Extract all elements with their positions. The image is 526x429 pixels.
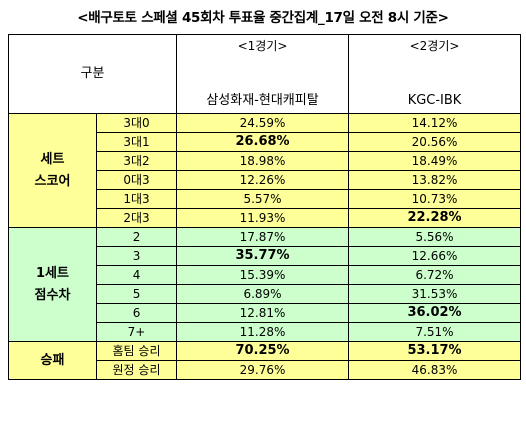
game1-rate-cell: 29.76% <box>176 360 350 380</box>
game1-teams: 삼성화재-현대캐피탈 <box>206 93 319 108</box>
game1-rate-cell: 18.98% <box>176 151 350 171</box>
group-label-line1: 1세트 <box>36 265 69 281</box>
game2-rate-cell: 10.73% <box>348 189 522 209</box>
game1-rate-cell: 12.81% <box>176 303 350 323</box>
table-row: 6 12.81% 36.02% <box>9 303 522 323</box>
group-label-line1: 승패 <box>40 352 65 368</box>
group-label-line1: 세트 <box>40 151 65 167</box>
table-row: 4 15.39% 6.72% <box>9 265 522 285</box>
header-game2: <2경기> KGC-IBK <box>348 34 522 114</box>
table-row: 7+ 11.28% 7.51% <box>9 322 522 342</box>
row-label: 3대0 <box>95 113 178 133</box>
table-row: 원정 승리 29.76% 46.83% <box>9 360 522 380</box>
group-label-line2: 스코어 <box>34 173 71 189</box>
game2-label: <2경기> <box>409 39 460 53</box>
game2-rate-cell: 31.53% <box>348 284 522 304</box>
game1-rate-cell: 12.26% <box>176 170 350 190</box>
header-category: 구분 <box>7 34 178 114</box>
table-row: 3 35.77% 12.66% <box>9 246 522 266</box>
table-row: 1세트 점수차 2 17.87% 5.56% <box>8 227 522 342</box>
game2-rate-cell: 46.83% <box>348 360 522 380</box>
row-label: 2대3 <box>95 208 178 228</box>
game2-rate-cell: 20.56% <box>348 132 522 152</box>
game2-rate-cell: 6.72% <box>348 265 522 285</box>
game1-rate-cell: 11.28% <box>176 322 350 342</box>
game2-rate-cell: 53.17% <box>348 341 522 361</box>
game2-rate-cell: 22.28% <box>348 208 522 228</box>
game1-rate-cell: 17.87% <box>176 227 350 247</box>
page-title: <배구토토 스페셜 45회차 투표율 중간집계_17일 오전 8시 기준> <box>77 10 449 26</box>
game1-rate-cell: 5.57% <box>176 189 350 209</box>
row-label: 7+ <box>95 322 178 342</box>
game1-label: <1경기> <box>237 39 288 53</box>
game1-rate-cell: 70.25% <box>176 341 350 361</box>
table-row: 3대1 26.68% 20.56% <box>9 132 522 152</box>
game2-teams: KGC-IBK <box>407 93 462 108</box>
game1-rate-cell: 35.77% <box>176 246 350 266</box>
row-label: 3대2 <box>95 151 178 171</box>
table-header-row: 구분 <1경기> 삼성화재-현대캐피탈 <2경기> KGC-IBK <box>7 34 522 114</box>
row-label: 3 <box>95 246 178 266</box>
game1-rate-cell: 15.39% <box>176 265 350 285</box>
row-label: 홈팀 승리 <box>95 341 178 361</box>
row-label: 4 <box>95 265 178 285</box>
game1-rate-cell: 6.89% <box>176 284 350 304</box>
table-row: 1대3 5.57% 10.73% <box>9 189 522 209</box>
vote-rate-table: 구분 <1경기> 삼성화재-현대캐피탈 <2경기> KGC-IBK 세트 스코어 3… <box>7 34 522 380</box>
row-label: 1대3 <box>95 189 178 209</box>
group-label: 승패 <box>8 341 97 380</box>
game2-rate-cell: 5.56% <box>348 227 522 247</box>
game2-rate-cell: 14.12% <box>348 113 522 133</box>
game2-rate-cell: 13.82% <box>348 170 522 190</box>
table-row: 2대3 11.93% 22.28% <box>9 208 522 228</box>
row-label: 0대3 <box>95 170 178 190</box>
game2-rate-cell: 7.51% <box>348 322 522 342</box>
row-label: 5 <box>95 284 178 304</box>
game1-rate-cell: 11.93% <box>176 208 350 228</box>
game2-rate-cell: 18.49% <box>348 151 522 171</box>
group-label-line2: 점수차 <box>34 287 71 303</box>
game1-rate-cell: 26.68% <box>176 132 350 152</box>
row-label: 6 <box>95 303 178 323</box>
table-row: 세트 스코어 3대0 24.59% 14.12% <box>8 113 522 228</box>
game2-rate-cell: 12.66% <box>348 246 522 266</box>
header-game1: <1경기> 삼성화재-현대캐피탈 <box>176 34 350 114</box>
row-label: 원정 승리 <box>95 360 178 380</box>
game1-rate-cell: 24.59% <box>176 113 350 133</box>
game2-rate-cell: 36.02% <box>348 303 522 323</box>
table-row: 3대2 18.98% 18.49% <box>9 151 522 171</box>
table-row: 승패 홈팀 승리 70.25% 53.17% <box>8 341 522 380</box>
row-label: 3대1 <box>95 132 178 152</box>
row-label: 2 <box>95 227 178 247</box>
